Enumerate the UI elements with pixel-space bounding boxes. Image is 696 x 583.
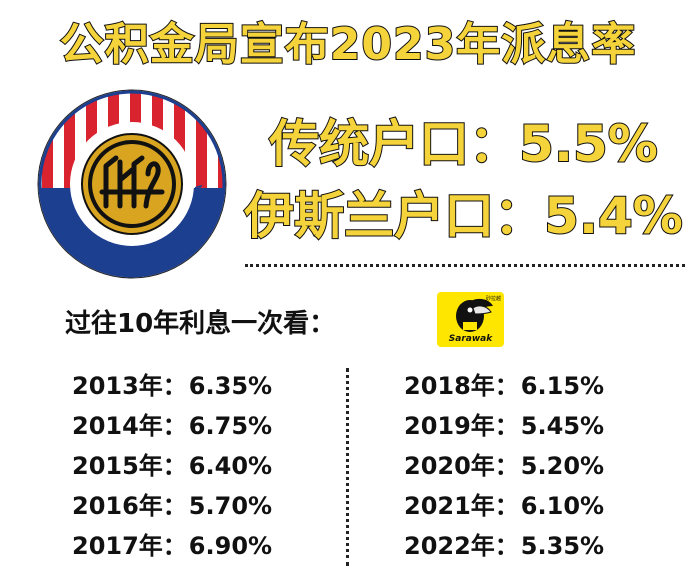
rate-value: 5.20% bbox=[520, 452, 605, 480]
rate-row: 2016年：5.70% bbox=[72, 486, 292, 526]
rate-year: 2019年： bbox=[404, 412, 519, 440]
rate-value: 5.45% bbox=[520, 412, 605, 440]
sarawak-chinese-label: 砂拉越 bbox=[485, 296, 501, 302]
rate-islamic: 伊斯兰户口：5.4% bbox=[243, 186, 684, 246]
rate-row: 2022年：5.35% bbox=[404, 526, 634, 566]
rate-row: 2019年：5.45% bbox=[404, 406, 634, 446]
rate-value: 6.75% bbox=[188, 412, 273, 440]
rates-column-right: 2018年：6.15% 2019年：5.45% 2020年：5.20% 2021年：6… bbox=[404, 366, 634, 566]
rate-value: 6.35% bbox=[188, 372, 273, 400]
rate-row: 2021年：6.10% bbox=[404, 486, 634, 526]
rate-row: 2020年：5.20% bbox=[404, 446, 634, 486]
rate-year: 2015年： bbox=[72, 452, 187, 480]
vertical-dotted-divider bbox=[346, 368, 349, 566]
rate-value: 6.90% bbox=[188, 532, 273, 560]
rate-value: 5.35% bbox=[520, 532, 605, 560]
rate-row: 2017年：6.90% bbox=[72, 526, 292, 566]
rate-value: 6.40% bbox=[188, 452, 273, 480]
history-heading: 过往10年利息一次看： bbox=[65, 309, 336, 339]
headline: 公积金局宣布2023年派息率 bbox=[59, 18, 637, 71]
rate-year: 2013年： bbox=[72, 372, 187, 400]
rate-row: 2013年：6.35% bbox=[72, 366, 292, 406]
rate-year: 2022年： bbox=[404, 532, 519, 560]
rate-value: 5.70% bbox=[188, 492, 273, 520]
rate-row: 2015年：6.40% bbox=[72, 446, 292, 486]
rates-column-left: 2013年：6.35% 2014年：6.75% 2015年：6.40% 2016年：5… bbox=[72, 366, 292, 566]
dotted-divider bbox=[245, 264, 685, 267]
rate-year: 2018年： bbox=[404, 372, 519, 400]
rate-row: 2014年：6.75% bbox=[72, 406, 292, 446]
rate-row: 2018年：6.15% bbox=[404, 366, 634, 406]
rate-year: 2020年： bbox=[404, 452, 519, 480]
sarawak-label: Sarawak bbox=[448, 334, 493, 344]
sarawak-badge: 砂拉越 Sarawak bbox=[437, 292, 504, 347]
rate-year: 2017年： bbox=[72, 532, 187, 560]
rate-value: 6.10% bbox=[520, 492, 605, 520]
rate-year: 2016年： bbox=[72, 492, 187, 520]
kwsp-logo: KUMPULAN WANG SIMPANAN PEKERJA bbox=[37, 89, 227, 279]
rate-year: 2021年： bbox=[404, 492, 519, 520]
rate-conventional: 传统户口：5.5% bbox=[268, 114, 659, 174]
hornbill-icon bbox=[456, 298, 493, 332]
rate-year: 2014年： bbox=[72, 412, 187, 440]
rate-value: 6.15% bbox=[520, 372, 605, 400]
